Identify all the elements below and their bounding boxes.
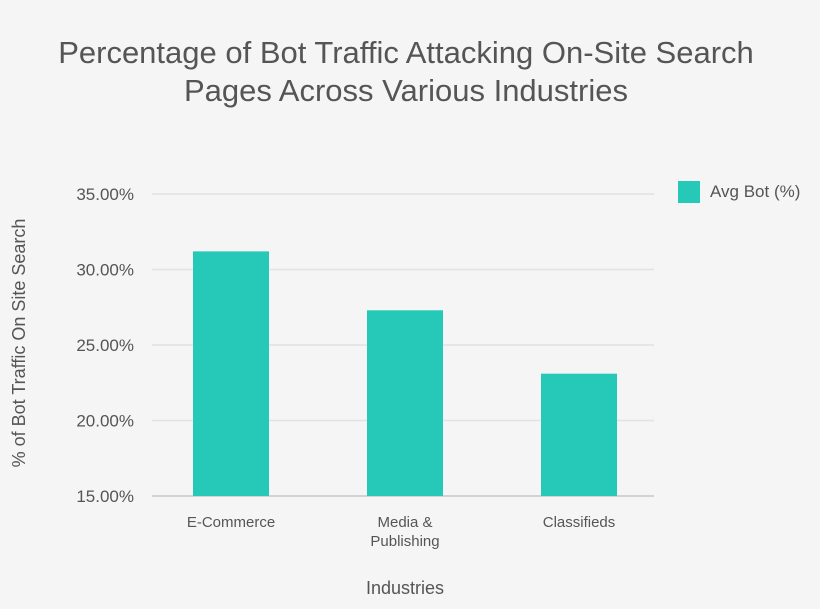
y-axis-title: % of Bot Traffic On Site Search (9, 219, 29, 468)
y-tick-label: 30.00% (76, 261, 134, 280)
y-tick-label: 15.00% (76, 487, 134, 506)
bar (193, 251, 269, 496)
y-axis-tick-labels: 35.00% 30.00% 25.00% 20.00% 15.00% (76, 185, 134, 506)
bar (541, 373, 617, 496)
legend-swatch (678, 181, 700, 203)
y-tick-label: 25.00% (76, 336, 134, 355)
y-tick-label: 35.00% (76, 185, 134, 204)
legend: Avg Bot (%) (678, 181, 800, 203)
bars (193, 251, 617, 496)
x-axis-title: Industries (366, 578, 444, 598)
chart-title-line-1: Percentage of Bot Traffic Attacking On-S… (58, 35, 754, 70)
chart-title: Percentage of Bot Traffic Attacking On-S… (0, 34, 812, 110)
x-category-label: Publishing (370, 533, 439, 550)
x-axis-category-labels: E-Commerce Media & Publishing Classifieds (187, 514, 615, 550)
x-category-label: Classifieds (543, 514, 616, 531)
x-category-label: E-Commerce (187, 514, 275, 531)
x-category-label: Media & (377, 514, 432, 531)
legend-label: Avg Bot (%) (710, 182, 800, 201)
bar (367, 310, 443, 496)
y-tick-label: 20.00% (76, 412, 134, 431)
chart-title-line-2: Pages Across Various Industries (184, 73, 628, 108)
